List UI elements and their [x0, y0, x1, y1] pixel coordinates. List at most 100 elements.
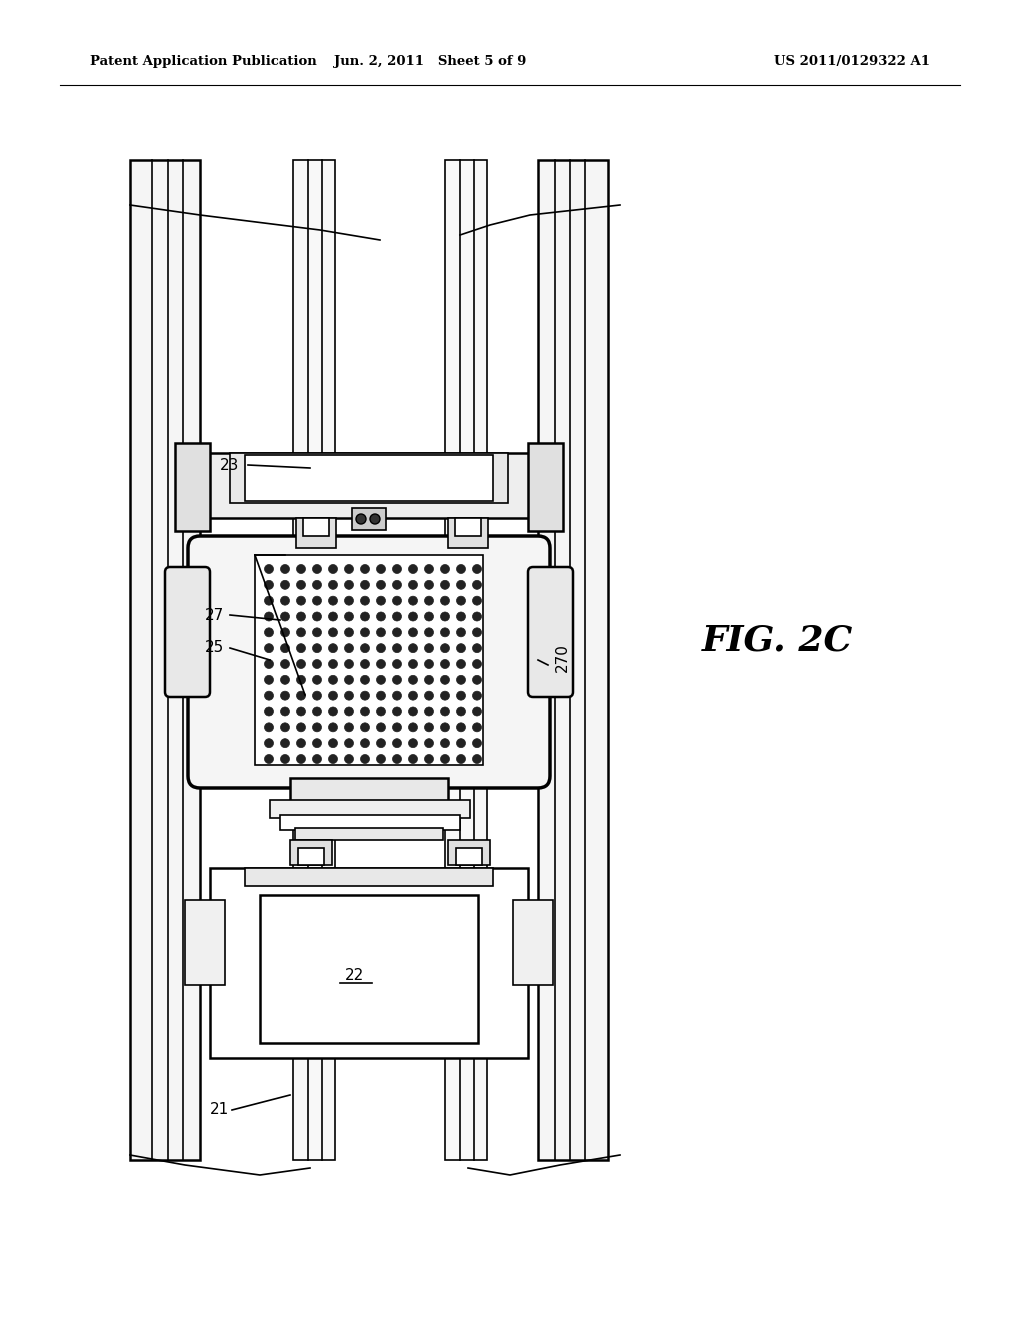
Circle shape: [344, 644, 353, 652]
Circle shape: [264, 755, 273, 763]
Circle shape: [377, 692, 385, 700]
Bar: [230, 453, 508, 503]
Circle shape: [344, 597, 353, 605]
Circle shape: [440, 628, 450, 636]
Circle shape: [377, 597, 385, 605]
Circle shape: [360, 723, 370, 731]
Circle shape: [264, 628, 273, 636]
Circle shape: [281, 692, 290, 700]
Circle shape: [297, 692, 305, 700]
Circle shape: [329, 581, 338, 589]
Circle shape: [312, 723, 322, 731]
Circle shape: [297, 660, 305, 668]
Circle shape: [297, 612, 305, 620]
Circle shape: [360, 612, 370, 620]
Circle shape: [409, 723, 418, 731]
Circle shape: [329, 755, 338, 763]
Circle shape: [377, 581, 385, 589]
Circle shape: [344, 565, 353, 573]
Bar: [445, 160, 487, 1160]
Circle shape: [297, 581, 305, 589]
Circle shape: [297, 723, 305, 731]
Circle shape: [392, 612, 401, 620]
Circle shape: [329, 644, 338, 652]
Circle shape: [370, 513, 380, 524]
Circle shape: [297, 628, 305, 636]
Circle shape: [329, 565, 338, 573]
Circle shape: [281, 628, 290, 636]
Bar: [455, 517, 481, 536]
Circle shape: [297, 644, 305, 652]
Circle shape: [344, 723, 353, 731]
Circle shape: [344, 692, 353, 700]
Circle shape: [360, 660, 370, 668]
Circle shape: [392, 581, 401, 589]
Circle shape: [377, 755, 385, 763]
Bar: [195, 453, 543, 517]
Circle shape: [472, 676, 481, 684]
Bar: [456, 847, 482, 865]
Circle shape: [377, 660, 385, 668]
Circle shape: [409, 628, 418, 636]
Circle shape: [377, 708, 385, 715]
Bar: [255, 554, 483, 766]
Circle shape: [329, 612, 338, 620]
Circle shape: [457, 676, 466, 684]
Circle shape: [344, 612, 353, 620]
Circle shape: [329, 660, 338, 668]
Circle shape: [344, 628, 353, 636]
Circle shape: [392, 644, 401, 652]
Bar: [245, 869, 493, 886]
Circle shape: [425, 739, 433, 747]
Circle shape: [312, 692, 322, 700]
Circle shape: [264, 597, 273, 605]
Circle shape: [281, 581, 290, 589]
Circle shape: [329, 723, 338, 731]
Circle shape: [344, 755, 353, 763]
Circle shape: [409, 660, 418, 668]
Circle shape: [440, 755, 450, 763]
Text: 25: 25: [205, 640, 224, 656]
Circle shape: [472, 597, 481, 605]
Circle shape: [425, 708, 433, 715]
Circle shape: [360, 597, 370, 605]
Circle shape: [264, 739, 273, 747]
Circle shape: [312, 628, 322, 636]
Circle shape: [425, 581, 433, 589]
Bar: [245, 455, 493, 502]
Bar: [303, 517, 329, 536]
Text: Jun. 2, 2011   Sheet 5 of 9: Jun. 2, 2011 Sheet 5 of 9: [334, 55, 526, 69]
Bar: [260, 895, 478, 1043]
Bar: [293, 160, 335, 1160]
FancyBboxPatch shape: [188, 536, 550, 788]
Circle shape: [472, 660, 481, 668]
Circle shape: [312, 581, 322, 589]
Bar: [296, 517, 336, 548]
Circle shape: [377, 676, 385, 684]
Circle shape: [472, 628, 481, 636]
Circle shape: [281, 660, 290, 668]
Circle shape: [457, 739, 466, 747]
Circle shape: [409, 676, 418, 684]
Circle shape: [425, 628, 433, 636]
Circle shape: [425, 660, 433, 668]
Circle shape: [377, 739, 385, 747]
Circle shape: [472, 755, 481, 763]
Circle shape: [312, 755, 322, 763]
Circle shape: [392, 723, 401, 731]
Circle shape: [344, 660, 353, 668]
Circle shape: [281, 597, 290, 605]
Circle shape: [425, 755, 433, 763]
Circle shape: [360, 755, 370, 763]
Circle shape: [329, 628, 338, 636]
Circle shape: [344, 676, 353, 684]
Circle shape: [440, 692, 450, 700]
Circle shape: [472, 612, 481, 620]
Circle shape: [360, 739, 370, 747]
Circle shape: [264, 692, 273, 700]
Text: 21: 21: [210, 1102, 229, 1118]
Circle shape: [344, 708, 353, 715]
Circle shape: [392, 628, 401, 636]
Bar: [538, 160, 608, 1160]
Circle shape: [472, 739, 481, 747]
